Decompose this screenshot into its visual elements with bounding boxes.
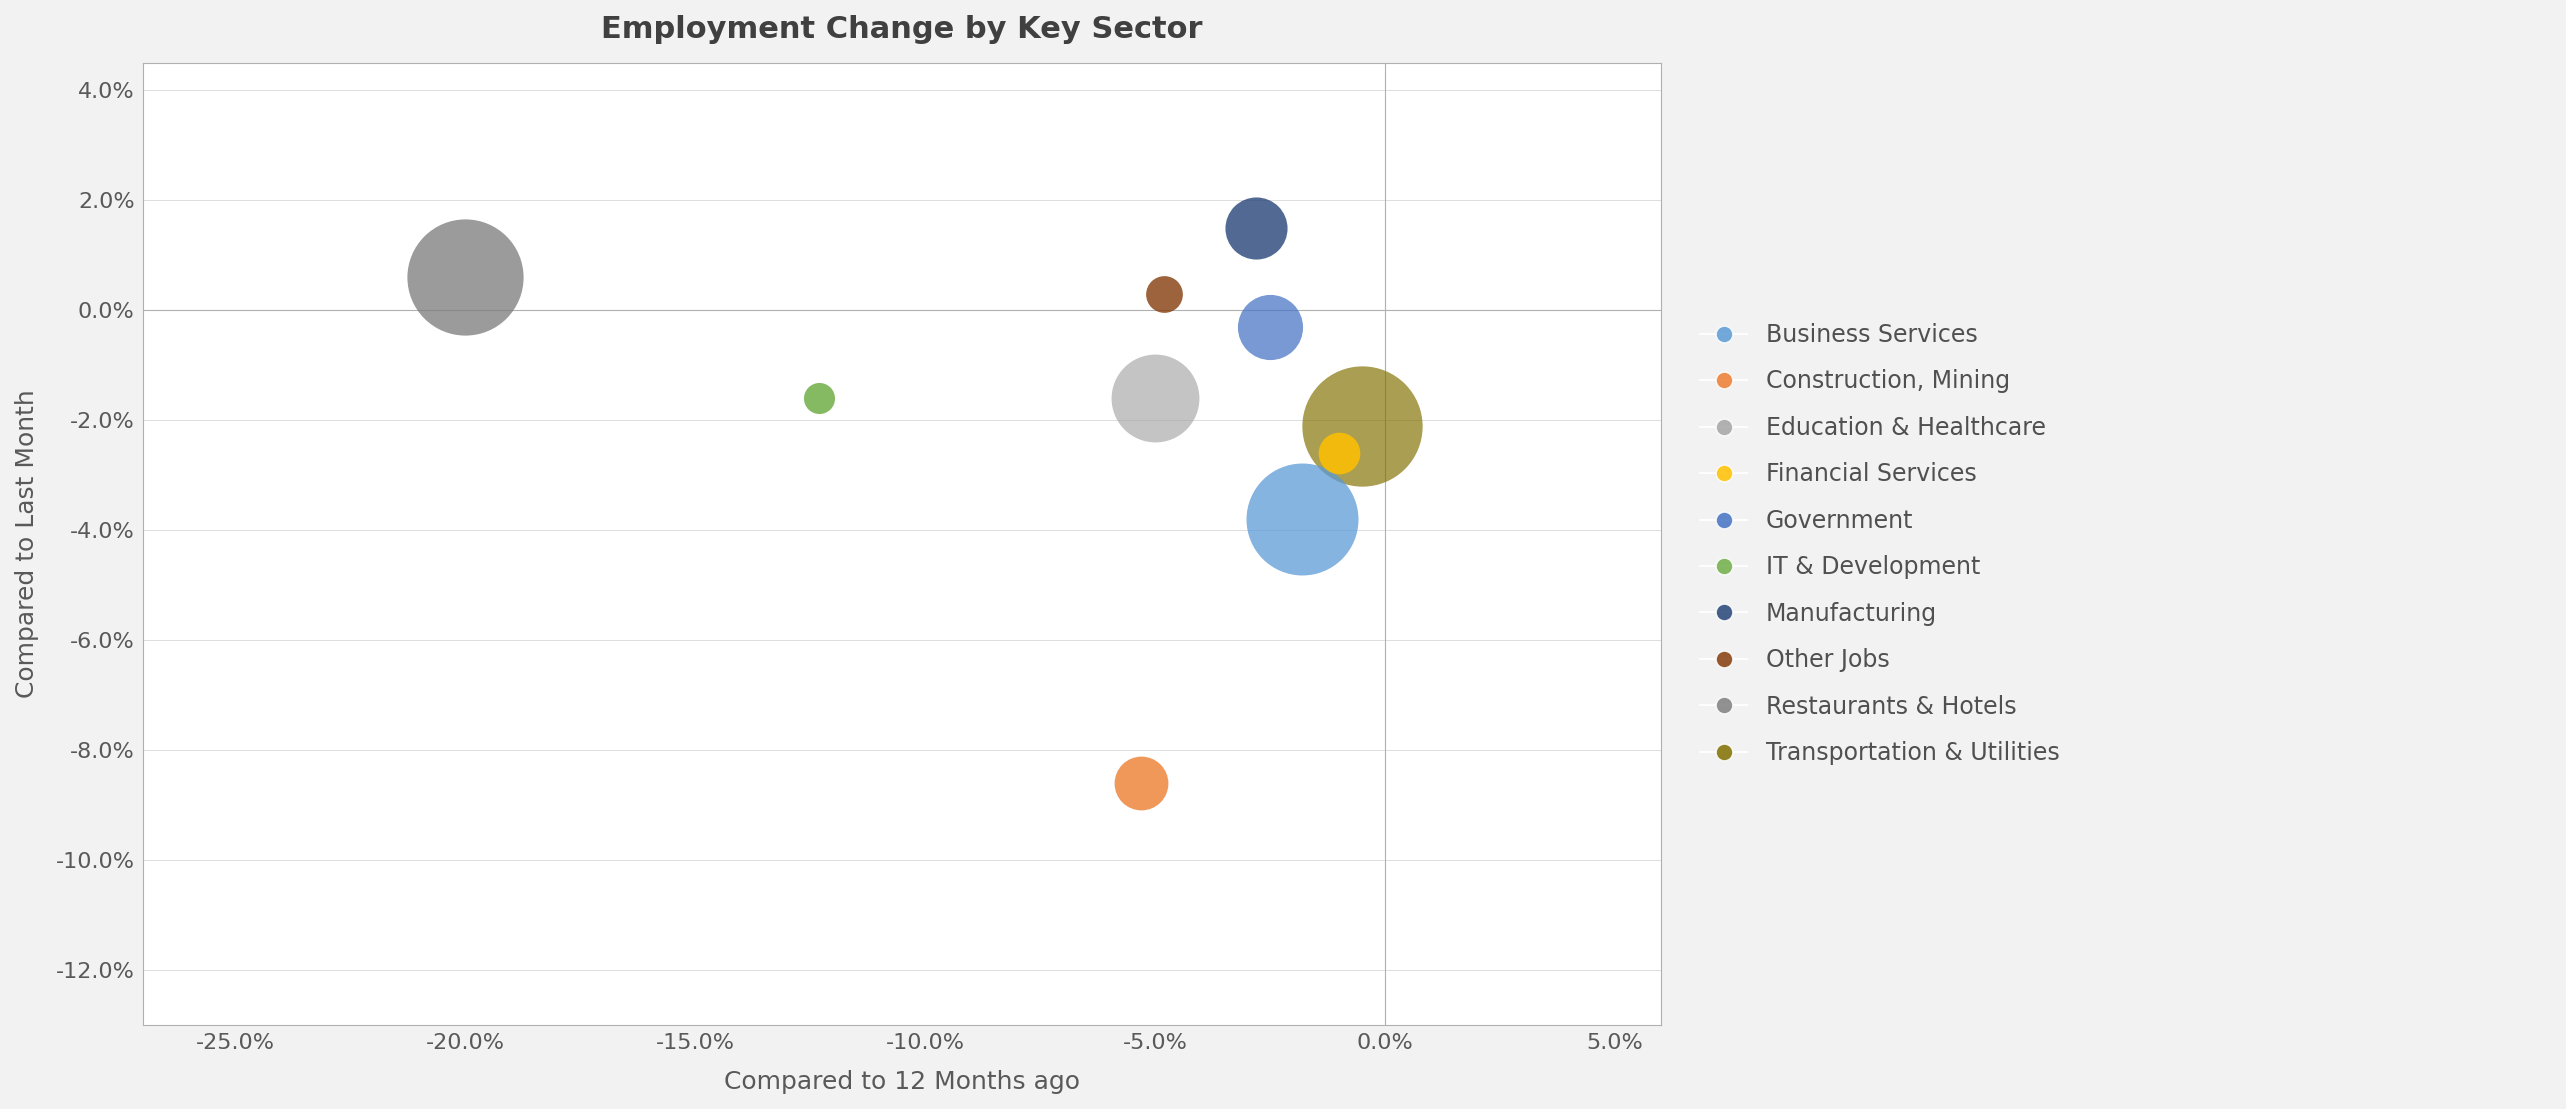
Legend: Business Services, Construction, Mining, Education & Healthcare, Financial Servi: Business Services, Construction, Mining,… — [1688, 312, 2071, 776]
Business Services — [1283, 510, 1324, 528]
Title: Employment Change by Key Sector: Employment Change by Key Sector — [600, 16, 1203, 44]
Education & Healthcare — [1134, 389, 1175, 407]
Other Jobs — [1144, 285, 1185, 303]
Construction, Mining — [1121, 774, 1162, 792]
Financial Services — [1319, 445, 1360, 462]
Restaurants & Hotels — [444, 268, 485, 286]
Manufacturing — [1237, 220, 1278, 237]
X-axis label: Compared to 12 Months ago: Compared to 12 Months ago — [724, 1070, 1080, 1093]
Y-axis label: Compared to Last Month: Compared to Last Month — [15, 389, 38, 699]
Government — [1250, 318, 1291, 336]
IT & Development — [798, 389, 839, 407]
Transportation & Utilities — [1342, 417, 1383, 435]
